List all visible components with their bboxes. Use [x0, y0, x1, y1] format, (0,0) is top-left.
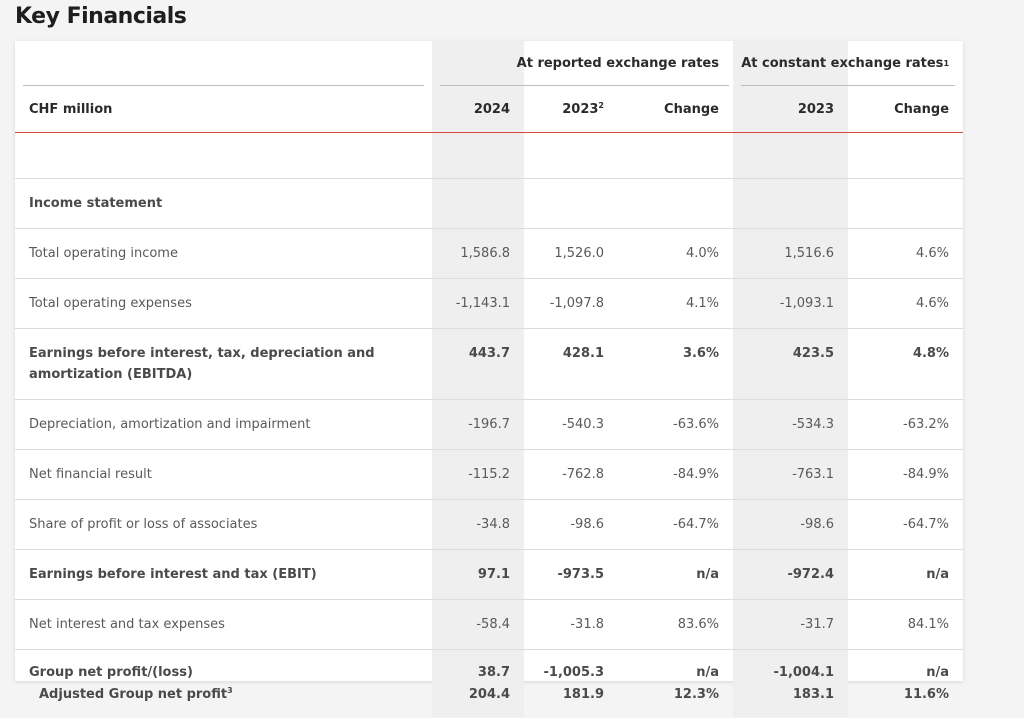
- row-label: Total operating income: [15, 229, 432, 279]
- cell-cer-change: -63.2%: [848, 400, 963, 450]
- cell-2023: 428.1: [524, 329, 618, 400]
- cell-cer-2023: -31.7: [733, 600, 848, 650]
- table-row: Depreciation, amortization and impairmen…: [15, 400, 963, 450]
- table-row: Net financial result -115.2 -762.8 -84.9…: [15, 450, 963, 500]
- row-label: Total operating expenses: [15, 279, 432, 329]
- col-header-2024: 2024: [432, 86, 524, 133]
- cell-2023: -31.8: [524, 600, 618, 650]
- footnote-2: 2: [598, 101, 604, 110]
- cell-2024: 1,586.8: [432, 229, 524, 279]
- cell-cer-2023: 423.5: [733, 329, 848, 400]
- cell-cer-2023: -534.3: [733, 400, 848, 450]
- col-header-chf-million: CHF million: [15, 86, 432, 133]
- row-label: Share of profit or loss of associates: [15, 500, 432, 550]
- cell-cer-2023: -1,093.1: [733, 279, 848, 329]
- cell-cer-change: 84.1%: [848, 600, 963, 650]
- cell-2023: -973.5: [524, 550, 618, 600]
- cell-2023: -762.8: [524, 450, 618, 500]
- key-financials-table-card: At reported exchange rates At constant e…: [15, 41, 963, 681]
- cell-change: 3.6%: [618, 329, 733, 400]
- col-header-cer-2023: 2023: [733, 86, 848, 133]
- cell-cer-change: 4.8%: [848, 329, 963, 400]
- cell-2024: -1,143.1: [432, 279, 524, 329]
- cell-2023: -98.6: [524, 500, 618, 550]
- table-row: Earnings before interest and tax (EBIT) …: [15, 550, 963, 600]
- cell-2023: -540.3: [524, 400, 618, 450]
- cell-cer-change: 4.6%: [848, 279, 963, 329]
- cell-2024: -196.7: [432, 400, 524, 450]
- row-label: Net interest and tax expenses: [15, 600, 432, 650]
- cell-cer-2023: -763.1: [733, 450, 848, 500]
- row-label: Group net profit/(loss) Adjusted Group n…: [15, 650, 432, 718]
- cell-change: 4.1%: [618, 279, 733, 329]
- table-row: Total operating income 1,586.8 1,526.0 4…: [15, 229, 963, 279]
- page-title: Key Financials: [15, 4, 186, 29]
- group-header-row: At reported exchange rates At constant e…: [15, 41, 963, 86]
- cell-cer-2023: -972.4: [733, 550, 848, 600]
- cell-cer-change: n/a: [848, 550, 963, 600]
- col-header-2023: 20232: [524, 86, 618, 133]
- col-header-change: Change: [618, 86, 733, 133]
- row-label: Earnings before interest and tax (EBIT): [15, 550, 432, 600]
- cell-cer-change: -64.7%: [848, 500, 963, 550]
- row-label: Depreciation, amortization and impairmen…: [15, 400, 432, 450]
- cell-change: -84.9%: [618, 450, 733, 500]
- section-row-income-statement: Income statement: [15, 179, 963, 229]
- col-header-cer-change: Change: [848, 86, 963, 133]
- column-header-row: CHF million 2024 20232 Change 2023 Chang…: [15, 86, 963, 133]
- cell-2023: -1,097.8: [524, 279, 618, 329]
- cell-2024: -34.8: [432, 500, 524, 550]
- reported-rates-header: At reported exchange rates: [440, 42, 729, 86]
- table-row: Total operating expenses -1,143.1 -1,097…: [15, 279, 963, 329]
- cell-2023: 1,526.0: [524, 229, 618, 279]
- spacer-row: [15, 133, 963, 179]
- table-row: Net interest and tax expenses -58.4 -31.…: [15, 600, 963, 650]
- cell-2024: 443.7: [432, 329, 524, 400]
- cell-change: -64.7%: [618, 500, 733, 550]
- table-row: Share of profit or loss of associates -3…: [15, 500, 963, 550]
- section-title: Income statement: [15, 179, 432, 229]
- row-label: Net financial result: [15, 450, 432, 500]
- cell-change: n/a: [618, 550, 733, 600]
- footnote-3: 3: [227, 686, 233, 695]
- group-net-profit-label: Group net profit/(loss): [29, 665, 193, 680]
- cell-change: -63.6%: [618, 400, 733, 450]
- cell-cer-change: -84.9%: [848, 450, 963, 500]
- cell-cer-2023: -98.6: [733, 500, 848, 550]
- cell-change: 83.6%: [618, 600, 733, 650]
- cell-cer-2023: 1,516.6: [733, 229, 848, 279]
- cell-change: 4.0%: [618, 229, 733, 279]
- adjusted-net-profit-label: Adjusted Group net profit3: [29, 684, 418, 706]
- cell-cer-change: 4.6%: [848, 229, 963, 279]
- cell-2024: -58.4: [432, 600, 524, 650]
- row-label: Earnings before interest, tax, depreciat…: [15, 329, 432, 400]
- cell-2024: -115.2: [432, 450, 524, 500]
- group-header-blank: [23, 42, 424, 86]
- key-financials-table: At reported exchange rates At constant e…: [15, 41, 963, 718]
- table-row-net-profit: Group net profit/(loss) Adjusted Group n…: [15, 650, 963, 718]
- table-row: Earnings before interest, tax, depreciat…: [15, 329, 963, 400]
- cell-2024: 97.1: [432, 550, 524, 600]
